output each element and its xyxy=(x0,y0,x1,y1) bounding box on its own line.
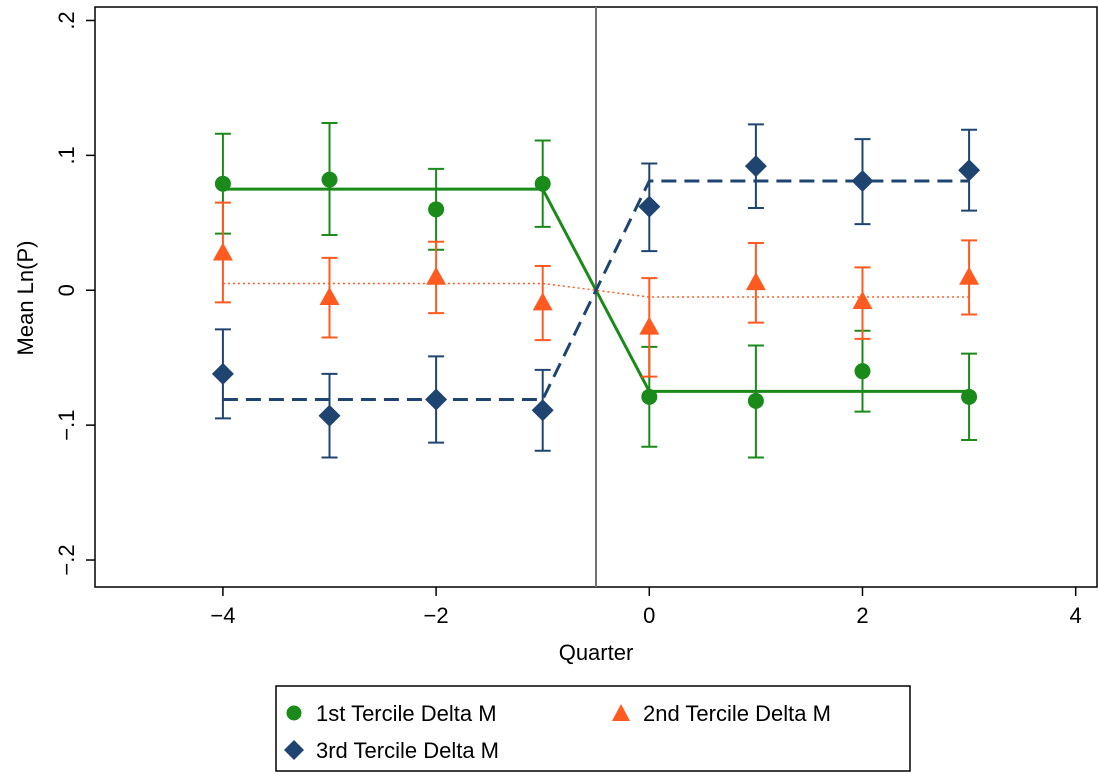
data-point-series-3 xyxy=(531,399,554,422)
data-point-series-2 xyxy=(959,266,980,285)
data-point-series-1 xyxy=(534,175,551,192)
data-point-series-3 xyxy=(638,195,661,218)
y-axis-title: Mean Ln(P) xyxy=(13,241,38,356)
data-point-series-1 xyxy=(321,171,338,188)
y-tick-label: .2 xyxy=(54,11,79,29)
data-point-series-3 xyxy=(318,404,341,427)
legend-box xyxy=(275,685,911,772)
y-tick-label: −.1 xyxy=(54,410,79,441)
y-tick-label: −.2 xyxy=(54,544,79,575)
data-point-series-2 xyxy=(639,316,660,335)
data-point-series-2 xyxy=(852,291,873,310)
data-point-series-1 xyxy=(214,175,231,192)
x-tick-label: −2 xyxy=(424,603,449,628)
data-point-series-2 xyxy=(212,242,233,261)
data-point-series-2 xyxy=(532,292,553,311)
data-point-series-3 xyxy=(425,388,448,411)
legend-marker-triangle xyxy=(612,704,630,721)
data-point-series-2 xyxy=(745,272,766,291)
axes-layer: −4 −2 0 2 4 −.2 −.1 0 .1 .2 xyxy=(54,11,1082,628)
data-point-series-3 xyxy=(211,362,234,385)
fit-line-series-3 xyxy=(222,179,970,402)
legend-label: 1st Tercile Delta M xyxy=(316,701,497,726)
x-tick-label: −4 xyxy=(210,603,235,628)
data-point-series-1 xyxy=(747,392,764,409)
legend-item-series-1: 1st Tercile Delta M xyxy=(286,701,497,726)
data-point-series-2 xyxy=(426,266,447,285)
y-tick-label: 0 xyxy=(54,284,79,296)
data-point-series-3 xyxy=(958,159,981,182)
data-point-series-2 xyxy=(319,287,340,305)
x-tick-label: 4 xyxy=(1070,603,1082,628)
data-point-series-3 xyxy=(744,155,767,178)
x-axis-title: Quarter xyxy=(559,640,634,665)
data-point-series-1 xyxy=(641,388,658,405)
data-point-series-3 xyxy=(851,170,874,192)
legend: 1st Tercile Delta M 2nd Tercile Delta M 3r… xyxy=(275,685,911,772)
fit-lines-layer xyxy=(222,179,970,402)
data-point-series-1 xyxy=(428,201,445,218)
data-point-series-1 xyxy=(961,388,978,405)
legend-label: 2nd Tercile Delta M xyxy=(643,701,831,726)
x-tick-label: 0 xyxy=(643,603,655,628)
data-point-series-1 xyxy=(854,363,871,380)
legend-item-series-3: 3rd Tercile Delta M xyxy=(284,738,499,763)
legend-label: 3rd Tercile Delta M xyxy=(316,738,499,763)
x-tick-label: 2 xyxy=(856,603,868,628)
legend-marker-diamond xyxy=(284,740,304,760)
markers-layer xyxy=(211,155,981,427)
legend-item-series-2: 2nd Tercile Delta M xyxy=(612,701,831,726)
y-tick-label: .1 xyxy=(54,146,79,164)
legend-marker-circle xyxy=(286,705,302,721)
